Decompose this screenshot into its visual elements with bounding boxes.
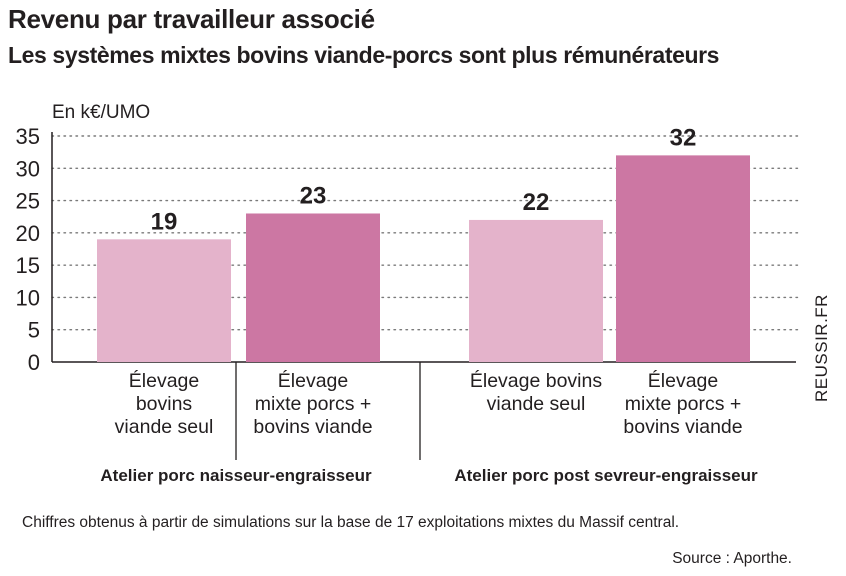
y-tick-label: 25	[16, 189, 40, 214]
y-tick-label: 10	[16, 285, 40, 310]
y-axis-label: En k€/UMO	[52, 102, 151, 123]
bar-value-label: 32	[670, 124, 697, 151]
bar-value-label: 23	[300, 182, 327, 209]
bar-value-label: 19	[151, 208, 178, 235]
x-category-label: Élevage bovins viande seul	[469, 370, 603, 415]
y-tick-label: 35	[16, 124, 40, 149]
y-tick-label: 15	[16, 253, 40, 278]
bar	[97, 239, 231, 362]
y-tick-label: 0	[28, 350, 40, 375]
bar	[246, 213, 380, 362]
chart-title: Revenu par travailleur associé	[8, 4, 375, 34]
x-group-label: Atelier porc post sevreur-engraisseur	[454, 466, 758, 485]
bar-value-label: 22	[523, 189, 550, 216]
x-category-label: Élevage mixte porcs + bovins viande	[623, 370, 743, 438]
x-category-label: Élevage bovins viande seul	[114, 370, 214, 438]
source-note: Source : Aporthe.	[672, 550, 792, 567]
footnote: Chiffres obtenus à partir de simulations…	[22, 514, 680, 531]
publisher-label: REUSSIR.FR	[812, 294, 831, 402]
bar	[616, 155, 750, 362]
x-category-label: Élevage mixte porcs + bovins viande	[253, 370, 373, 438]
bar	[469, 219, 603, 362]
chart-subtitle: Les systèmes mixtes bovins viande-porcs …	[8, 42, 720, 68]
y-tick-label: 30	[16, 156, 40, 181]
y-tick-label: 20	[16, 221, 40, 246]
x-group-label: Atelier porc naisseur-engraisseur	[100, 466, 372, 485]
y-tick-label: 5	[28, 318, 40, 343]
